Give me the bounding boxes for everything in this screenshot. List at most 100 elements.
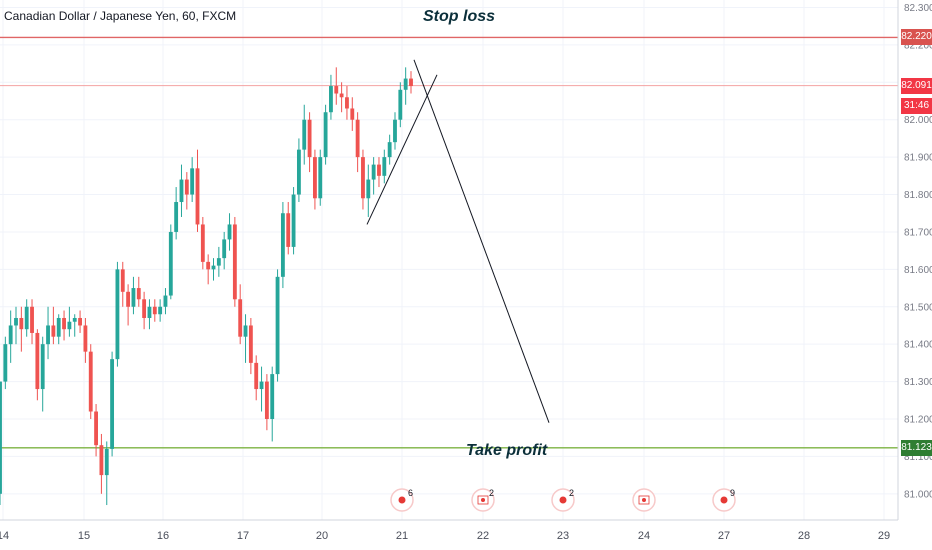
last-price-tag: 82.091	[901, 77, 932, 94]
candle-down	[334, 67, 339, 105]
drawings[interactable]	[366, 59, 550, 423]
date-tick-label: 17	[237, 530, 249, 542]
candle-up	[24, 299, 29, 337]
candle-body	[371, 164, 376, 180]
candle-down	[83, 317, 88, 363]
grid	[0, 0, 898, 520]
canada-flag-icon[interactable]	[632, 488, 656, 512]
candle-body	[366, 179, 371, 199]
candle-up	[291, 187, 296, 255]
candle-body	[19, 317, 24, 330]
candle-up	[227, 213, 232, 251]
candle-up	[329, 74, 333, 120]
candle-down	[19, 306, 24, 352]
candle-down	[88, 344, 93, 419]
price-tick-label: 81.500	[904, 302, 932, 313]
candle-body	[158, 306, 163, 315]
trendline-drawing[interactable]	[366, 74, 438, 225]
projection-line-drawing[interactable]	[413, 59, 550, 423]
date-tick-label: 28	[798, 530, 810, 542]
candle-body	[120, 269, 125, 292]
candle-body	[99, 445, 104, 476]
candle-body	[275, 276, 280, 375]
stop-loss-price-tag: 82.220	[901, 29, 932, 46]
candle-up	[318, 149, 323, 206]
candles	[0, 67, 413, 506]
candle-body	[222, 239, 227, 259]
candle-body	[24, 306, 29, 330]
candle-body	[94, 411, 98, 446]
candle-down	[78, 310, 82, 333]
candle-up	[110, 351, 115, 457]
candle-down	[377, 157, 381, 188]
event-count: 9	[730, 488, 735, 498]
candle-body	[264, 381, 269, 419]
symbol-title: Canadian Dollar / Japanese Yen, 60, FXCM	[4, 9, 237, 23]
candle-body	[323, 112, 328, 158]
candle-up	[366, 164, 371, 217]
event-dot-icon[interactable]: 2	[551, 488, 575, 512]
candle-up	[168, 224, 173, 300]
time-axis[interactable]: 14 15 16 17 20 21 22 23 24 27 28 29	[0, 530, 890, 542]
candle-up	[158, 299, 163, 322]
event-dot-icon[interactable]: 9	[712, 488, 736, 512]
candle-up	[302, 104, 307, 165]
candle-up	[115, 261, 120, 367]
candle-up	[393, 112, 397, 150]
candle-body	[184, 179, 189, 195]
candle-body	[174, 202, 179, 232]
maple-leaf	[481, 498, 485, 502]
date-tick-label: 29	[878, 530, 890, 542]
candle-body	[280, 213, 285, 277]
candle-up	[0, 381, 2, 506]
candle-down	[248, 317, 253, 375]
date-tick-label: 20	[316, 530, 328, 542]
candle-body	[382, 157, 387, 176]
price-tick-label: 81.900	[904, 153, 932, 164]
price-tick-label: 82.000	[904, 115, 932, 126]
candle-body	[409, 78, 413, 87]
candle-down	[99, 433, 104, 494]
candle-up	[387, 134, 392, 165]
candle-up	[243, 314, 248, 363]
candle-body	[307, 119, 312, 158]
economic-events[interactable]: 6 2 2 9	[390, 488, 736, 512]
candle-down	[355, 112, 360, 173]
candle-body	[211, 265, 216, 270]
candle-body	[195, 168, 200, 225]
candle-up	[398, 82, 403, 128]
candle-body	[88, 351, 93, 412]
candle-body	[40, 344, 45, 390]
candle-body	[291, 194, 296, 247]
candle-body	[83, 325, 88, 352]
candle-body	[115, 269, 120, 360]
candle-up	[147, 299, 152, 330]
candle-up	[3, 336, 8, 390]
price-tick-label: 82.200	[904, 40, 932, 51]
event-dot-icon[interactable]: 6	[390, 488, 414, 512]
candle-up	[67, 306, 72, 337]
candle-body	[163, 295, 168, 307]
event-count: 2	[569, 488, 574, 498]
event-count: 6	[408, 488, 413, 498]
candle-up	[270, 366, 275, 442]
candle-body	[313, 157, 317, 199]
candle-body	[62, 317, 66, 330]
candle-body	[216, 258, 221, 266]
candle-up	[190, 157, 195, 203]
candle-body	[286, 213, 291, 247]
canada-flag-icon[interactable]: 2	[471, 488, 495, 512]
candle-up	[14, 306, 18, 345]
candle-down	[232, 216, 237, 307]
candle-body	[78, 317, 82, 326]
candle-down	[339, 82, 344, 113]
candle-body	[361, 157, 365, 199]
candle-body	[398, 89, 403, 120]
date-tick-label: 15	[78, 530, 90, 542]
candle-down	[238, 284, 243, 345]
price-tick-label: 81.000	[904, 489, 932, 500]
candle-body	[334, 86, 339, 94]
candle-body	[0, 381, 2, 494]
